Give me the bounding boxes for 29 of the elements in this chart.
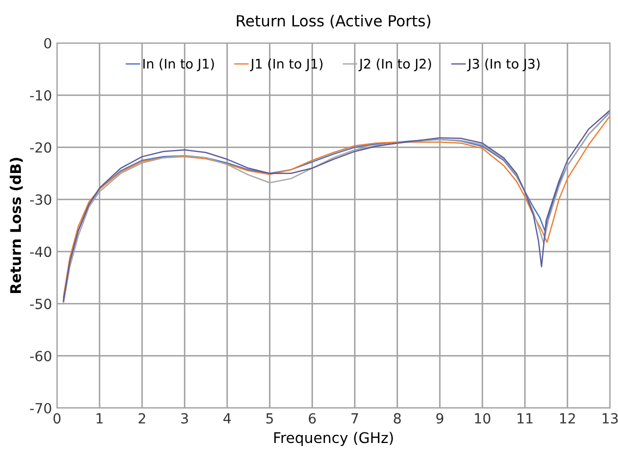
y-tick-label: -60 xyxy=(30,350,52,362)
y-tick-label: -40 xyxy=(30,246,52,258)
x-tick-label: 7 xyxy=(351,413,358,424)
y-tick-label: -20 xyxy=(30,142,52,153)
x-tick-label: 12 xyxy=(560,413,575,424)
x-tick-label: 1 xyxy=(96,413,103,424)
legend-label: J2 (In to J2) xyxy=(358,58,432,72)
y-tick-label: -30 xyxy=(30,194,52,205)
x-tick-label: 2 xyxy=(138,413,146,424)
legend-label: J3 (In to J3) xyxy=(467,58,540,72)
y-tick-label: -50 xyxy=(30,298,52,310)
legend-label: In (In to J1) xyxy=(143,58,214,72)
x-axis-title: Frequency (GHz) xyxy=(274,432,393,446)
x-tick-label: 4 xyxy=(223,413,231,424)
x-tick-label: 10 xyxy=(475,413,490,424)
y-axis-title: Return Loss (dB) xyxy=(10,158,23,294)
x-tick-label: 13 xyxy=(602,413,618,424)
x-tick-label: 9 xyxy=(436,413,444,424)
x-tick-label: 5 xyxy=(266,413,273,424)
chart-title: Return Loss (Active Ports) xyxy=(236,14,430,28)
x-tick-label: 8 xyxy=(394,413,401,424)
x-tick-label: 0 xyxy=(53,413,60,424)
legend-label: J1 (In to J1) xyxy=(250,58,322,72)
x-tick-label: 11 xyxy=(518,413,532,424)
y-tick-label: 0 xyxy=(44,38,52,48)
x-tick-label: 6 xyxy=(308,413,316,424)
x-tick-label: 3 xyxy=(181,413,188,424)
y-tick-label: -10 xyxy=(30,90,52,101)
y-tick-label: -70 xyxy=(30,402,52,414)
